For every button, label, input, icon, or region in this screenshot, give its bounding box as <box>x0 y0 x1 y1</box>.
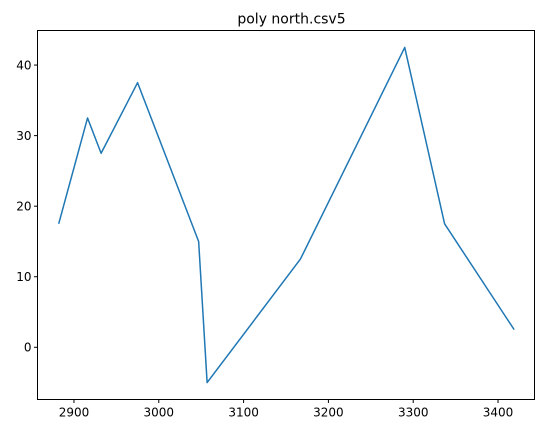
plot-area <box>37 30 535 400</box>
series-line-1 <box>57 46 515 384</box>
y-tick-label: 0 <box>24 340 32 354</box>
y-tick-label: 40 <box>16 58 31 72</box>
chart-title: poly north.csv5 <box>237 12 345 28</box>
x-tick-label: 3400 <box>483 406 514 420</box>
y-tick-label: 20 <box>16 199 31 213</box>
x-tick-label: 2900 <box>59 406 90 420</box>
y-tick-label: 10 <box>16 270 31 284</box>
plot-frame <box>37 30 535 400</box>
x-tick-label: 3200 <box>313 406 344 420</box>
x-tick-label: 3000 <box>144 406 175 420</box>
x-axis: 2900 3000 3100 3200 3300 3400 <box>59 399 514 420</box>
x-tick-label: 3300 <box>398 406 429 420</box>
series-layer <box>57 46 515 384</box>
x-tick-label: 3100 <box>228 406 259 420</box>
y-axis: 0 10 20 30 40 <box>16 58 38 354</box>
y-tick-label: 30 <box>16 129 31 143</box>
